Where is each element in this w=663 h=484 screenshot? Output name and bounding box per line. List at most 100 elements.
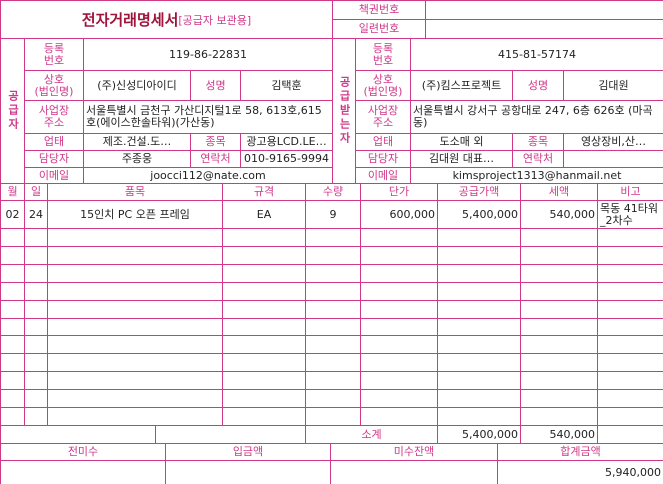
empty-cell [361, 372, 438, 391]
empty-cell [25, 282, 48, 301]
phone: 연락처 [191, 151, 241, 168]
empty-cell [438, 300, 521, 319]
columns: 비고 [598, 184, 663, 201]
rows: EA [223, 201, 306, 229]
empty-cell [1, 461, 166, 484]
empty-cell [1, 426, 156, 444]
section: 공급받는자 [333, 39, 356, 184]
empty-cell [438, 354, 521, 373]
section: 공급자 [1, 39, 25, 184]
grand-total: 5,940,000 [498, 461, 663, 484]
title-cell: 전자거래명세서 [공급자 보관용] [1, 1, 333, 39]
empty-cell [521, 282, 598, 301]
empty-cell [306, 282, 361, 301]
empty-cell [598, 372, 663, 391]
serial-no-label: 일련번호 [333, 20, 426, 39]
empty-cell [521, 336, 598, 355]
empty-cell [223, 336, 306, 355]
empty-cell [25, 408, 48, 426]
empty-cell [223, 246, 306, 265]
empty-cell [48, 390, 223, 409]
business-item: 광고용LCD.LE… [241, 134, 333, 151]
rows: 24 [25, 201, 48, 229]
empty-cell [521, 390, 598, 409]
empty-cell [306, 390, 361, 409]
rows: 9 [306, 201, 361, 229]
empty-cell [598, 283, 663, 301]
empty-cell [25, 300, 48, 319]
empty-cell [1, 264, 25, 283]
columns: 공급가액 [438, 184, 521, 201]
name: (주)신성디아이디 [84, 71, 191, 101]
empty-cell [438, 408, 521, 426]
empty-cell [438, 390, 521, 409]
contact: 담당자 [25, 151, 84, 168]
empty-cell [438, 372, 521, 391]
empty-cell [331, 461, 498, 484]
empty-cell [223, 354, 306, 373]
ceo: 성명 [191, 71, 241, 101]
empty-cell [361, 408, 438, 426]
empty-cell [48, 318, 223, 337]
empty-cell [598, 336, 663, 355]
empty-cell [1, 318, 25, 337]
empty-cell [438, 229, 521, 247]
empty-cell [1, 282, 25, 301]
empty-cell [223, 390, 306, 409]
empty-cell [306, 336, 361, 355]
empty-cell [598, 354, 663, 373]
empty-cell [223, 300, 306, 319]
contact: 주종웅 [84, 151, 191, 168]
business-type: 도소매 외 [411, 134, 513, 151]
subtitle: [공급자 보관용] [178, 13, 252, 27]
empty-cell [521, 354, 598, 373]
empty-cell [361, 318, 438, 337]
rows: 5,400,000 [438, 201, 521, 229]
empty-cell [1, 336, 25, 355]
business-type: 업태 [25, 134, 84, 151]
empty-cell [564, 151, 663, 168]
empty-cell [521, 408, 598, 426]
empty-cell [1, 300, 25, 319]
empty-cell [598, 229, 663, 247]
empty-cell [25, 372, 48, 391]
empty-cell [1, 354, 25, 373]
empty-cell [598, 408, 663, 426]
empty-cell [426, 20, 663, 39]
empty-cell [361, 336, 438, 355]
empty-cell [25, 354, 48, 373]
labels: 전미수 [1, 444, 166, 461]
email: 이메일 [356, 168, 411, 184]
empty-cell [1, 408, 25, 426]
empty-cell [25, 336, 48, 355]
empty-cell [438, 246, 521, 265]
rows: 목동 41타워_2차수 [598, 201, 663, 229]
reg-no: 등록 번호 [25, 39, 84, 71]
empty-cell [223, 264, 306, 283]
empty-cell [438, 318, 521, 337]
title: 전자거래명세서 [81, 11, 179, 29]
empty-cell [361, 246, 438, 265]
phone: 연락처 [513, 151, 564, 168]
rows: 02 [1, 201, 25, 229]
empty-cell [223, 282, 306, 301]
empty-cell [438, 336, 521, 355]
empty-cell [598, 301, 663, 319]
email: 이메일 [25, 168, 84, 184]
empty-cell [25, 264, 48, 283]
empty-cell [223, 229, 306, 247]
reg-no: 119-86-22831 [84, 39, 333, 71]
empty-cell [521, 246, 598, 265]
empty-cell [361, 282, 438, 301]
business-type: 제조.건설.도… [84, 134, 191, 151]
empty-cell [598, 265, 663, 283]
rows: 15인치 PC 오픈 프레임 [48, 201, 223, 229]
name: 상호 (법인명) [25, 71, 84, 101]
empty-cell [361, 264, 438, 283]
tax: 540,000 [521, 426, 598, 444]
empty-cell [48, 408, 223, 426]
empty-cell [521, 300, 598, 319]
empty-cell [223, 372, 306, 391]
columns: 세액 [521, 184, 598, 201]
